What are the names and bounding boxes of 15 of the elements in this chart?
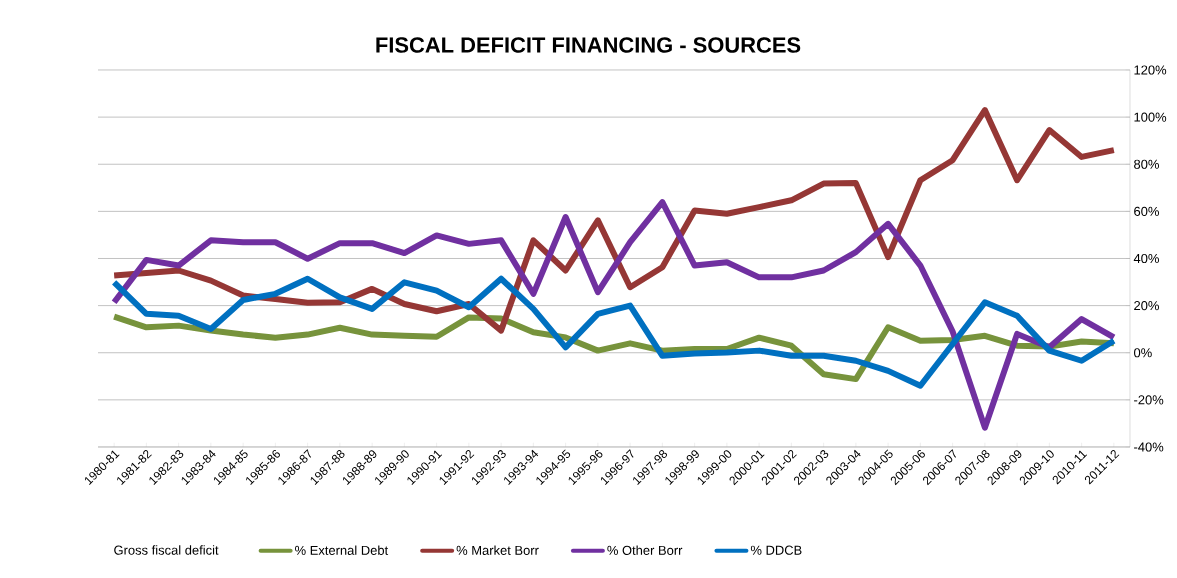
y-tick-label: 40% [1133, 253, 1159, 264]
y-tick-label: 60% [1134, 206, 1159, 216]
legend-label: % External Debt [295, 545, 389, 555]
y-tick-label: -40% [1134, 442, 1164, 452]
legend-label: % Other Borr [607, 545, 683, 555]
y-tick-label: -20% [1134, 395, 1164, 405]
y-tick-label: 80% [1134, 159, 1159, 169]
chart-title: FISCAL DEFICIT FINANCING - SOURCES [376, 37, 801, 53]
text: Gross fiscal deficit [114, 545, 219, 555]
legend-label: % DDCB [750, 545, 802, 555]
y-tick-label: 20% [1134, 301, 1159, 311]
y-tick-label: 100% [1134, 112, 1167, 122]
y-tick-label: 0% [1134, 348, 1152, 358]
legend-label: % Market Borr [456, 545, 539, 555]
y-tick-label: 120% [1134, 65, 1167, 75]
